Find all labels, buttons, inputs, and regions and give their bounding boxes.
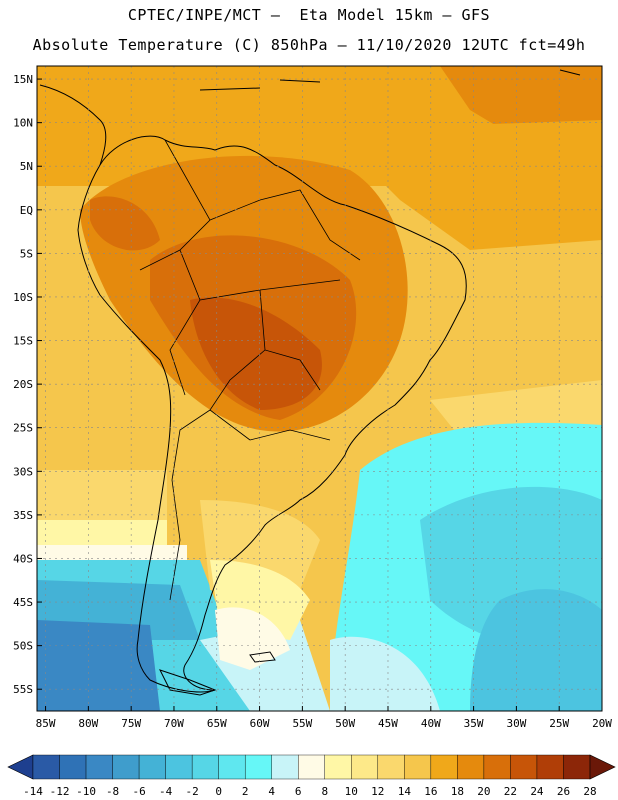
- colorbar-label: 4: [268, 785, 275, 798]
- lat-tick-label: 40S: [13, 552, 33, 565]
- lat-tick-label: 25S: [13, 422, 33, 435]
- lat-tick-label: 20S: [13, 378, 33, 391]
- falkland-islands: [249, 651, 276, 663]
- colorbar-swatch: [218, 754, 246, 780]
- colorbar-max-arrow: [589, 754, 616, 780]
- colorbar-swatch: [510, 754, 538, 780]
- colorbar-label: 24: [530, 785, 544, 798]
- colorbar-label: 20: [477, 785, 490, 798]
- country-borders: [139, 139, 361, 601]
- colorbar-swatch: [271, 754, 299, 780]
- colorbar-swatch: [165, 754, 193, 780]
- colorbar-swatch: [483, 754, 511, 780]
- coastlines-borders: [39, 69, 581, 696]
- lon-tick-label: 75W: [121, 717, 141, 730]
- colorbar-swatch: [112, 754, 140, 780]
- lat-tick-label: EQ: [20, 204, 33, 217]
- colorbar-label: 10: [345, 785, 358, 798]
- colorbar-label: 26: [557, 785, 570, 798]
- colorbar-label: 22: [504, 785, 517, 798]
- lat-tick-label: 10S: [13, 291, 33, 304]
- lon-tick-label: 55W: [292, 717, 312, 730]
- colorbar-swatch: [536, 754, 564, 780]
- lat-tick-label: 15S: [13, 335, 33, 348]
- colorbar-label: -2: [186, 785, 199, 798]
- south-america-coastline: [77, 135, 467, 693]
- colorbar-label: -14: [23, 785, 43, 798]
- central-america: [39, 84, 107, 166]
- colorbar-label: 6: [295, 785, 302, 798]
- colorbar-min-arrow: [7, 754, 34, 780]
- colorbar-label: -10: [76, 785, 96, 798]
- colorbar-label: 0: [215, 785, 222, 798]
- colorbar-label: 14: [398, 785, 412, 798]
- colorbar-swatch: [430, 754, 458, 780]
- colorbar-swatch: [324, 754, 352, 780]
- colorbar-labels: -14 -12 -10 -8 -6 -4 -2 0 2 4 6 8 10 12 14 16 18 20 22 24 26…: [23, 785, 597, 798]
- lat-tick-label: 50S: [13, 640, 33, 653]
- lon-tick-label: 20W: [592, 717, 612, 730]
- lat-tick-label: 55S: [13, 683, 33, 696]
- colorbar-label: 28: [583, 785, 596, 798]
- caribbean-islands: [199, 69, 581, 91]
- colorbar-swatch: [191, 754, 219, 780]
- map-frame: [36, 65, 603, 712]
- colorbar-label: 18: [451, 785, 464, 798]
- colorbar-swatch: [85, 754, 113, 780]
- lat-tick-label: 30S: [13, 465, 33, 478]
- lon-tick-label: 40W: [421, 717, 441, 730]
- lon-tick-label: 30W: [506, 717, 526, 730]
- lat-tick-label: 10N: [13, 117, 33, 130]
- colorbar-label: 8: [321, 785, 328, 798]
- lat-tick-label: 45S: [13, 596, 33, 609]
- colorbar-swatch: [351, 754, 379, 780]
- colorbar-label: 12: [371, 785, 384, 798]
- lon-tick-label: 80W: [78, 717, 98, 730]
- lon-tick-label: 85W: [36, 717, 56, 730]
- lon-tick-label: 65W: [207, 717, 227, 730]
- lon-tick-label: 45W: [378, 717, 398, 730]
- colorbar-swatch: [404, 754, 432, 780]
- colorbar-label: 2: [242, 785, 249, 798]
- lat-tick-label: 15N: [13, 73, 33, 86]
- colorbar-swatch: [563, 754, 591, 780]
- colorbar-label: -6: [132, 785, 145, 798]
- map-title-line1: CPTEC/INPE/MCT – Eta Model 15km – GFS: [127, 6, 491, 24]
- lon-tick-label: 60W: [250, 717, 270, 730]
- colorbar-swatch: [377, 754, 405, 780]
- colorbar-swatch: [59, 754, 87, 780]
- colorbar-label: 16: [424, 785, 437, 798]
- lon-tick-label: 70W: [164, 717, 184, 730]
- latitude-axis: 15N 10N 5N EQ 5S 10S 15S 20S 25S 30S 35S 40S 45S 50S 5…: [13, 73, 42, 696]
- temperature-field: [37, 66, 602, 711]
- lon-tick-label: 25W: [549, 717, 569, 730]
- colorbar-label: -8: [106, 785, 119, 798]
- colorbar: [7, 754, 616, 780]
- colorbar-swatch: [138, 754, 166, 780]
- colorbar-swatch: [244, 754, 272, 780]
- colorbar-swatch: [457, 754, 485, 780]
- lat-lon-grid: [37, 66, 603, 711]
- colorbar-label: -12: [50, 785, 70, 798]
- map-title-line2: Absolute Temperature (C) 850hPa – 11/10/…: [32, 36, 586, 54]
- lon-tick-label: 35W: [464, 717, 484, 730]
- colorbar-swatch: [298, 754, 325, 780]
- lon-tick-label: 50W: [335, 717, 355, 730]
- lat-tick-label: 5S: [20, 247, 33, 260]
- colorbar-swatch: [32, 754, 60, 780]
- lat-tick-label: 35S: [13, 509, 33, 522]
- longitude-axis: 85W 80W 75W 70W 65W 60W 55W 50W 45W 40W 35W 30W 25W 2…: [36, 706, 612, 730]
- colorbar-label: -4: [159, 785, 173, 798]
- lat-tick-label: 5N: [20, 160, 33, 173]
- tierra-del-fuego: [159, 669, 217, 696]
